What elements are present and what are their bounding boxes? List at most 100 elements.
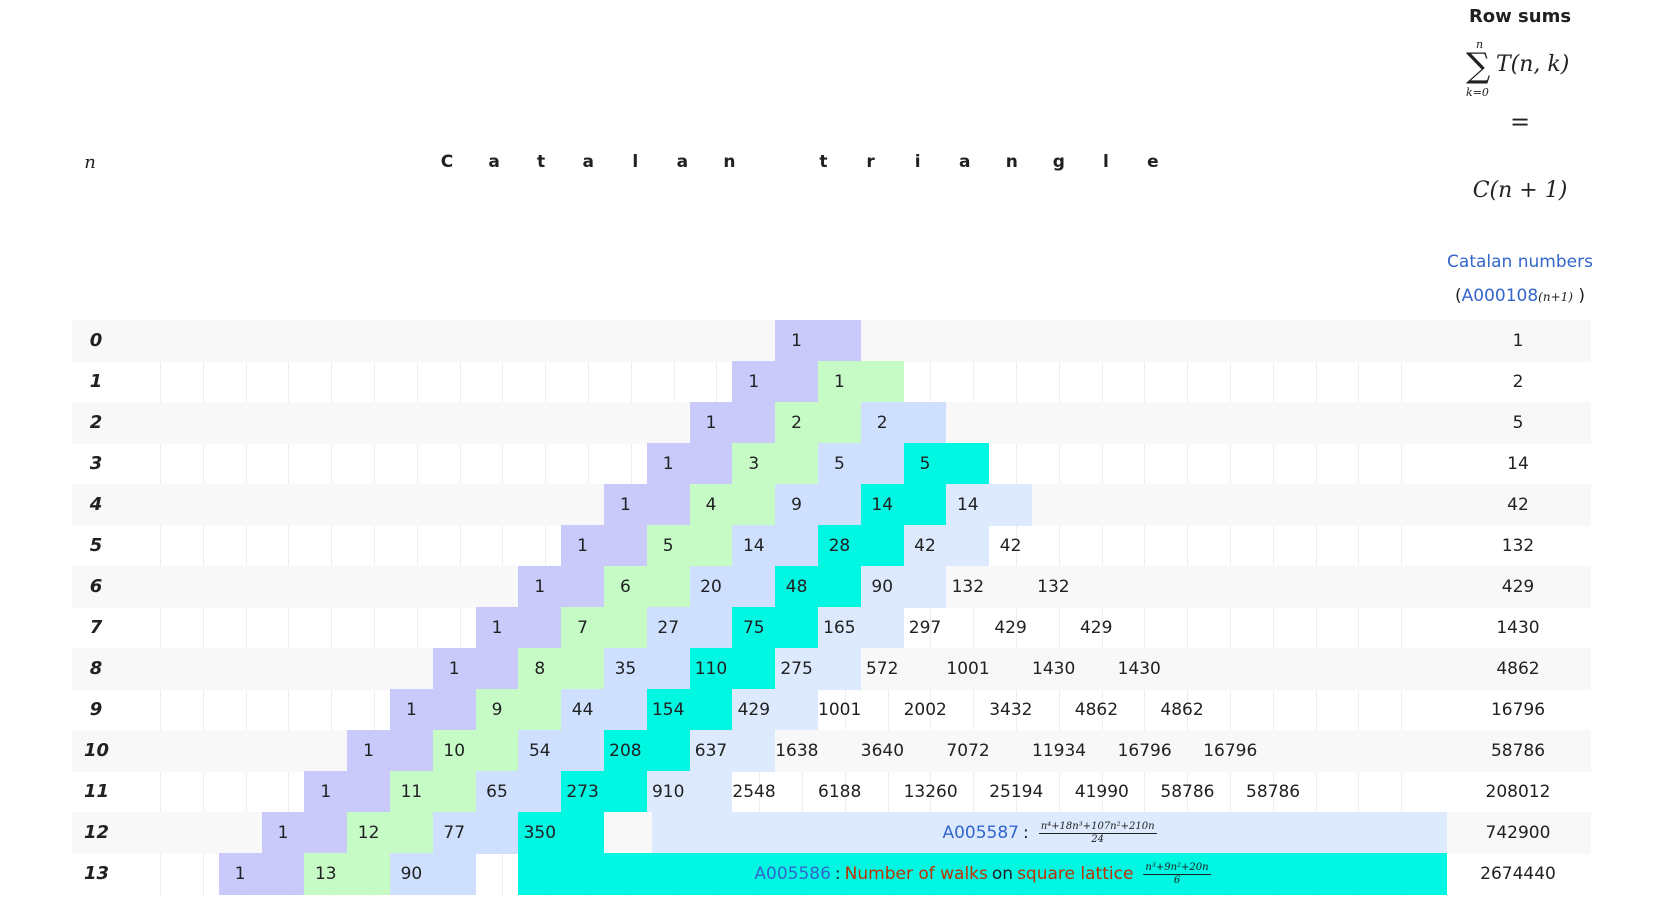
triangle-cell: 7072 — [946, 741, 990, 761]
triangle-cell: 14 — [732, 525, 776, 567]
triangle-shade — [261, 853, 305, 895]
triangle-cell: 1430 — [1032, 659, 1076, 679]
triangle-cell: 1001 — [818, 700, 862, 720]
row-index: 5 — [89, 535, 103, 556]
grid-line — [416, 320, 418, 896]
triangle-cell: 16796 — [1117, 741, 1172, 761]
triangle-shade — [347, 771, 390, 813]
triangle-shade — [689, 607, 733, 649]
triangle-cell: 2 — [775, 402, 818, 444]
grid-line — [459, 320, 461, 896]
triangle-shade — [732, 402, 776, 444]
title-letter: i — [914, 152, 921, 172]
triangle-cell: 154 — [646, 689, 690, 731]
title-letter: t — [819, 152, 828, 172]
square-lattice-link[interactable]: square lattice — [1017, 864, 1134, 884]
triangle-shade — [518, 607, 562, 649]
triangle-cell: 90 — [860, 566, 904, 608]
triangle-shade — [646, 566, 690, 608]
triangle-shade — [689, 689, 733, 731]
row-sum-cell: 14 — [1507, 454, 1529, 474]
triangle-cell: 165 — [818, 607, 861, 649]
triangle-cell: 48 — [775, 566, 818, 608]
triangle-cell: 2 — [860, 402, 904, 444]
triangle-shade — [732, 648, 776, 690]
triangle-shade — [432, 853, 476, 895]
triangle-cell: 42 — [999, 536, 1022, 556]
triangle-shade — [390, 812, 433, 854]
row-index: 6 — [89, 576, 103, 597]
row-index: 4 — [89, 494, 103, 515]
row-sum-cell: 4862 — [1496, 659, 1540, 679]
a005586-link[interactable]: A005586 — [754, 864, 831, 884]
triangle-cell: 1 — [518, 566, 562, 608]
triangle-cell: 27 — [646, 607, 690, 649]
triangle-cell: 1 — [432, 648, 476, 690]
triangle-cell: 77 — [432, 812, 476, 854]
triangle-cell: 14 — [860, 484, 904, 526]
sum-expression: T(n, k) — [1496, 52, 1570, 77]
triangle-cell: 1 — [304, 771, 348, 813]
a005587-banner: A005587: n⁴+18n³+107n²+210n 24 — [652, 812, 1447, 854]
triangle-cell: 28 — [818, 525, 861, 567]
triangle-shade — [775, 689, 818, 731]
grid-line — [1230, 320, 1231, 896]
triangle-cell: 35 — [604, 648, 647, 690]
triangle-cell: 13260 — [903, 782, 958, 802]
a005586-banner: A005586: Number of walks on square lattice n… — [518, 853, 1447, 895]
triangle-cell: 25194 — [989, 782, 1044, 802]
triangle-shade — [732, 566, 776, 608]
triangle-shade — [903, 484, 947, 526]
triangle-shade — [646, 730, 690, 772]
triangle-shade — [304, 812, 348, 854]
triangle-cell: 3432 — [989, 700, 1033, 720]
triangle-shade — [518, 771, 562, 813]
catalan-expression: C(n + 1) — [1472, 178, 1568, 203]
formula-fraction: n⁴+18n³+107n²+210n 24 — [1038, 821, 1157, 846]
triangle-cell: 350 — [518, 812, 562, 854]
triangle-shade — [860, 443, 904, 485]
grid-line — [1101, 320, 1103, 896]
triangle-cell: 20 — [689, 566, 733, 608]
grid-line — [1401, 320, 1403, 896]
row-sum-cell: 2 — [1512, 372, 1524, 392]
triangle-cell: 6 — [604, 566, 647, 608]
title-letter: a — [676, 152, 689, 172]
a005587-link[interactable]: A005587 — [942, 823, 1019, 843]
number-of-walks-link[interactable]: Number of walks — [844, 864, 988, 884]
triangle-cell: 132 — [951, 577, 985, 597]
grid-line — [331, 320, 333, 896]
triangle-cell: 1 — [390, 689, 433, 731]
row-sum-cell: 132 — [1501, 536, 1535, 556]
a000108-link[interactable]: A000108 — [1461, 286, 1539, 306]
triangle-shade — [946, 525, 990, 567]
title-letter: a — [958, 152, 971, 172]
triangle-shade — [860, 607, 904, 649]
triangle-cell: 910 — [646, 771, 690, 813]
row-index: 3 — [89, 453, 103, 474]
triangle-cell: 637 — [689, 730, 733, 772]
triangle-cell: 1001 — [946, 659, 990, 679]
row-sum-cell: 429 — [1501, 577, 1535, 597]
triangle-cell: 3640 — [860, 741, 905, 761]
triangle-cell: 13 — [304, 853, 348, 895]
triangle-shade — [646, 648, 690, 690]
triangle-cell: 9 — [475, 689, 519, 731]
triangle-cell: 1 — [561, 525, 604, 567]
triangle-shade — [989, 484, 1032, 526]
row-index: 10 — [84, 740, 110, 761]
row-sum-cell: 1 — [1512, 331, 1524, 351]
row-index: 0 — [89, 330, 103, 351]
triangle-shade — [946, 443, 990, 485]
triangle-cell: 1 — [475, 607, 519, 649]
row-index: 2 — [89, 412, 103, 433]
catalan-numbers-link[interactable]: Catalan numbers — [1447, 252, 1593, 272]
triangle-cell: 2002 — [903, 700, 947, 720]
grid-line — [374, 320, 375, 896]
triangle-cell: 11934 — [1032, 741, 1087, 761]
triangle-cell: 1 — [347, 730, 390, 772]
triangle-shade — [475, 648, 519, 690]
oeis-open-paren: ( — [1455, 286, 1462, 306]
title-letter: n — [723, 152, 736, 172]
